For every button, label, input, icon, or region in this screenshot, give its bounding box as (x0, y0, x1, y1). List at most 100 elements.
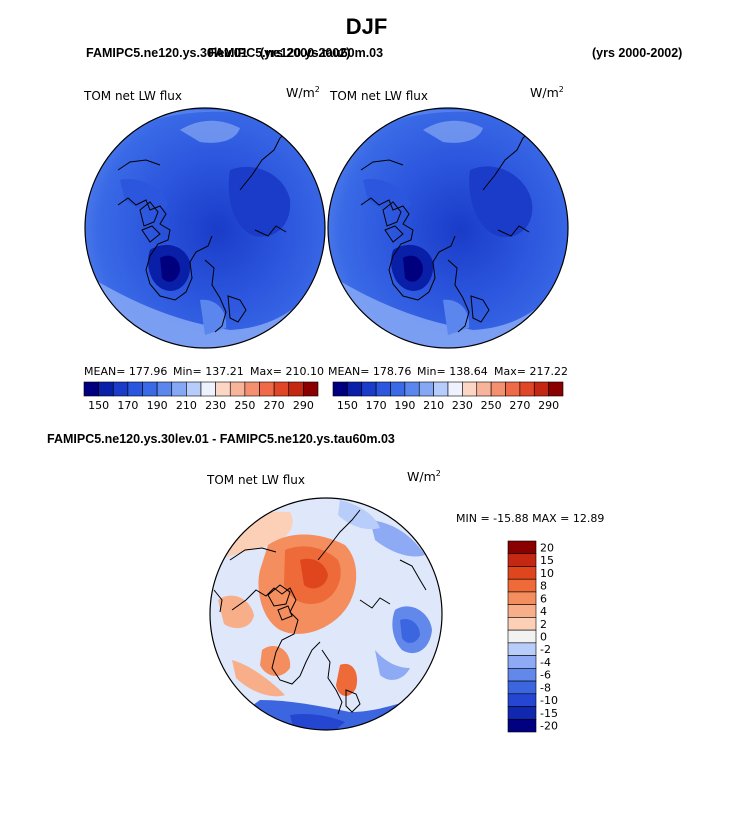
header-years-1: (yrs 2000-2002) (260, 46, 351, 60)
colorbar-2-tick-label: 150 (337, 399, 358, 412)
colorbar-1-swatch (288, 381, 304, 397)
colorbar-2-swatch (548, 381, 564, 397)
page-title: DJF (345, 14, 388, 39)
colorbar-1-tick-label: 210 (176, 399, 197, 412)
colorbar-1-swatch (259, 381, 275, 397)
map-panel-1 (84, 107, 326, 349)
colorbar-2: 150 170 190 210 230 250 270 290 (332, 381, 564, 412)
colorbar-2-swatch (332, 381, 348, 397)
colorbar-2-tick-label: 190 (394, 399, 415, 412)
panel1-unit: W/m2 (286, 85, 320, 101)
panel2-mean: MEAN= 178.76 (328, 365, 412, 378)
colorbar-1-tick-label: 170 (117, 399, 138, 412)
header-case-2: FAMIPC5.ne120.ys.tau60m.03 (208, 46, 384, 60)
panel1-mean: MEAN= 177.96 (84, 365, 168, 378)
colorbar-2-swatch (533, 381, 549, 397)
map-panel-diff (209, 497, 443, 731)
panel2-label: TOM net LW flux (330, 89, 428, 103)
colorbar-2-swatch (390, 381, 406, 397)
colorbar-diff-swatch (507, 655, 537, 669)
colorbar-1-swatch (142, 381, 158, 397)
colorbar-1-tick-label: 150 (88, 399, 109, 412)
colorbar-2-swatch (490, 381, 506, 397)
colorbar-1-swatch (229, 381, 246, 397)
colorbar-1-swatch (127, 381, 143, 397)
colorbar-2-tick-label: 250 (481, 399, 502, 412)
colorbar-diff-label: -15 (540, 707, 558, 720)
colorbar-1-swatch (186, 381, 202, 397)
colorbar-diff-label: -2 (540, 643, 551, 656)
colorbar-diff-label: 4 (540, 605, 547, 618)
colorbar-2-tick-label: 170 (366, 399, 387, 412)
colorbar-1-tick-label: 250 (234, 399, 255, 412)
colorbar-1-swatch (303, 381, 319, 397)
colorbar-1-swatch (156, 381, 173, 397)
colorbar-1-swatch (273, 381, 290, 397)
colorbar-diff-label: 10 (540, 567, 554, 580)
colorbar-1: 150 170 190 210 230 250 270 290 (83, 381, 319, 412)
map-boundary-diff (209, 497, 443, 731)
colorbar-diff-swatch (507, 718, 537, 733)
header-case-1: FAMIPC5.ne120.ys.30lev.01 (86, 46, 248, 60)
colorbar-1-tick-label: 290 (293, 399, 314, 412)
colorbar-2-swatch (418, 381, 434, 397)
colorbar-diff-label: 8 (540, 580, 547, 593)
colorbar-diff-label: 15 (540, 554, 554, 567)
colorbar-diff-swatch (507, 617, 537, 631)
colorbar-2-swatch (519, 381, 535, 397)
panel1-label: TOM net LW flux (84, 89, 182, 103)
colorbar-2-tick-label: 290 (538, 399, 559, 412)
colorbar-2-swatch (361, 381, 377, 397)
colorbar-2-swatch (347, 381, 363, 397)
colorbar-diff-swatch (507, 706, 537, 720)
colorbar-2-swatch (433, 381, 449, 397)
map-panel-2 (327, 107, 569, 349)
colorbar-diff-swatch (507, 693, 537, 707)
diff-minmax: MIN = -15.88 MAX = 12.89 (456, 512, 605, 525)
colorbar-diff-label: -6 (540, 669, 551, 682)
colorbar-1-swatch (200, 381, 216, 397)
colorbar-2-swatch (447, 381, 463, 397)
colorbar-diff-swatch (507, 680, 537, 695)
colorbar-diff-label: -4 (540, 656, 551, 669)
colorbar-2-tick-label: 230 (452, 399, 473, 412)
colorbar-1-swatch (83, 381, 99, 397)
colorbar-diff-swatch (507, 642, 537, 656)
colorbar-diff-swatch (507, 540, 537, 555)
colorbar-diff-swatch (507, 668, 537, 682)
colorbar-diff-label: -8 (540, 681, 551, 694)
diff-header: FAMIPC5.ne120.ys.30lev.01 - FAMIPC5.ne12… (47, 432, 395, 446)
colorbar-diff-label: 0 (540, 631, 547, 644)
colorbar-2-swatch (476, 381, 492, 397)
diff-label: TOM net LW flux (207, 473, 305, 487)
colorbar-diff-swatch (507, 591, 537, 605)
colorbar-1-swatch (171, 381, 187, 397)
panel2-unit: W/m2 (530, 85, 564, 101)
colorbar-2-tick-label: 210 (423, 399, 444, 412)
colorbar-diff-swatch (507, 566, 537, 580)
colorbar-1-swatch (98, 381, 114, 397)
colorbar-2-swatch (462, 381, 478, 397)
colorbar-1-swatch (215, 381, 231, 397)
header-years-2: (yrs 2000-2002) (592, 46, 683, 60)
panel1-min: Min= 137.21 (173, 365, 244, 378)
colorbar-diff-label: 20 (540, 541, 554, 554)
colorbar-1-swatch (112, 381, 129, 397)
colorbar-2-tick-label: 270 (509, 399, 530, 412)
colorbar-1-tick-label: 270 (264, 399, 285, 412)
map-boundary-2 (327, 107, 569, 349)
diff-unit: W/m2 (407, 469, 441, 485)
colorbar-diff-swatch (507, 553, 537, 567)
colorbar-diff-label: -20 (540, 720, 558, 733)
panel2-max: Max= 217.22 (494, 365, 568, 378)
map-boundary-1 (84, 107, 326, 349)
colorbar-1-tick-label: 190 (147, 399, 168, 412)
colorbar-2-swatch (375, 381, 391, 397)
colorbar-diff-swatch (507, 629, 537, 644)
colorbar-diff-swatch (507, 604, 537, 618)
panel1-max: Max= 210.10 (250, 365, 324, 378)
colorbar-1-swatch (244, 381, 260, 397)
colorbar-diff-label: -10 (540, 694, 558, 707)
colorbar-1-tick-label: 230 (205, 399, 226, 412)
